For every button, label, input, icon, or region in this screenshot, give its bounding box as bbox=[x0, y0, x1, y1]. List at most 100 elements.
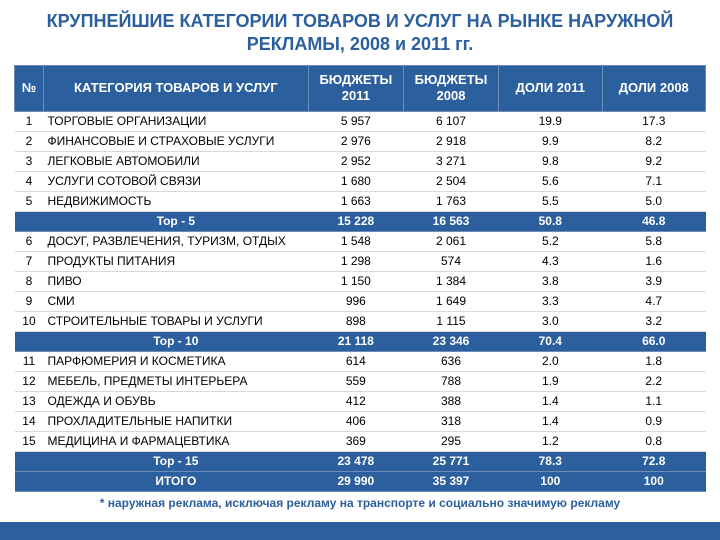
cell-s11: 1.9 bbox=[499, 371, 602, 391]
cell-num: 6 bbox=[15, 231, 44, 251]
cell-num: 4 bbox=[15, 171, 44, 191]
cell-b11: 2 976 bbox=[308, 131, 403, 151]
cell-b08: 1 763 bbox=[403, 191, 498, 211]
cell-s11: 9.9 bbox=[499, 131, 602, 151]
subtotal-row: Top - 1523 47825 77178.372.8 bbox=[15, 451, 706, 471]
cell-b08: 6 107 bbox=[403, 111, 498, 131]
cell-s11: 3.3 bbox=[499, 291, 602, 311]
subtotal-row: Top - 1021 11823 34670.466.0 bbox=[15, 331, 706, 351]
cell-b11: 1 298 bbox=[308, 251, 403, 271]
cell-num: 14 bbox=[15, 411, 44, 431]
table-row: 2ФИНАНСОВЫЕ И СТРАХОВЫЕ УСЛУГИ2 9762 918… bbox=[15, 131, 706, 151]
cell-num: 8 bbox=[15, 271, 44, 291]
table-row: 10СТРОИТЕЛЬНЫЕ ТОВАРЫ И УСЛУГИ8981 1153.… bbox=[15, 311, 706, 331]
cell-num: 10 bbox=[15, 311, 44, 331]
cell-num: 5 bbox=[15, 191, 44, 211]
cell-s08: 1.6 bbox=[602, 251, 705, 271]
table-row: 12МЕБЕЛЬ, ПРЕДМЕТЫ ИНТЕРЬЕРА5597881.92.2 bbox=[15, 371, 706, 391]
cell-category: ПРОДУКТЫ ПИТАНИЯ bbox=[43, 251, 308, 271]
cell-b11: 5 957 bbox=[308, 111, 403, 131]
cell-category: ИТОГО bbox=[43, 471, 308, 491]
cell-s11: 5.5 bbox=[499, 191, 602, 211]
cell-num bbox=[15, 471, 44, 491]
table-row: 5НЕДВИЖИМОСТЬ1 6631 7635.55.0 bbox=[15, 191, 706, 211]
cell-b08: 3 271 bbox=[403, 151, 498, 171]
cell-num: 1 bbox=[15, 111, 44, 131]
cell-s08: 66.0 bbox=[602, 331, 705, 351]
cell-category: НЕДВИЖИМОСТЬ bbox=[43, 191, 308, 211]
cell-num: 9 bbox=[15, 291, 44, 311]
cell-b08: 1 115 bbox=[403, 311, 498, 331]
cell-s08: 100 bbox=[602, 471, 705, 491]
cell-b08: 574 bbox=[403, 251, 498, 271]
cell-b08: 23 346 bbox=[403, 331, 498, 351]
cell-b11: 1 548 bbox=[308, 231, 403, 251]
cell-b08: 788 bbox=[403, 371, 498, 391]
cell-b08: 295 bbox=[403, 431, 498, 451]
cell-category: Top - 5 bbox=[43, 211, 308, 231]
cell-s11: 1.4 bbox=[499, 391, 602, 411]
cell-s11: 4.3 bbox=[499, 251, 602, 271]
col-budget-2008: БЮДЖЕТЫ 2008 bbox=[403, 66, 498, 112]
cell-b08: 35 397 bbox=[403, 471, 498, 491]
cell-b11: 2 952 bbox=[308, 151, 403, 171]
table-row: 14ПРОХЛАДИТЕЛЬНЫЕ НАПИТКИ4063181.40.9 bbox=[15, 411, 706, 431]
cell-b08: 2 061 bbox=[403, 231, 498, 251]
cell-b08: 2 504 bbox=[403, 171, 498, 191]
cell-b11: 23 478 bbox=[308, 451, 403, 471]
cell-s11: 9.8 bbox=[499, 151, 602, 171]
cell-category: ЛЕГКОВЫЕ АВТОМОБИЛИ bbox=[43, 151, 308, 171]
cell-s08: 3.2 bbox=[602, 311, 705, 331]
cell-category: МЕДИЦИНА И ФАРМАЦЕВТИКА bbox=[43, 431, 308, 451]
cell-category: ПРОХЛАДИТЕЛЬНЫЕ НАПИТКИ bbox=[43, 411, 308, 431]
cell-num: 13 bbox=[15, 391, 44, 411]
cell-s11: 1.2 bbox=[499, 431, 602, 451]
table-row: 4УСЛУГИ СОТОВОЙ СВЯЗИ1 6802 5045.67.1 bbox=[15, 171, 706, 191]
cell-num: 12 bbox=[15, 371, 44, 391]
table-body: 1ТОРГОВЫЕ ОРГАНИЗАЦИИ5 9576 10719.917.32… bbox=[15, 111, 706, 491]
table-row: 7ПРОДУКТЫ ПИТАНИЯ1 2985744.31.6 bbox=[15, 251, 706, 271]
cell-b08: 25 771 bbox=[403, 451, 498, 471]
cell-b08: 16 563 bbox=[403, 211, 498, 231]
cell-b11: 412 bbox=[308, 391, 403, 411]
cell-num: 2 bbox=[15, 131, 44, 151]
col-share-2008: ДОЛИ 2008 bbox=[602, 66, 705, 112]
cell-b11: 614 bbox=[308, 351, 403, 371]
footnote: * наружная реклама, исключая рекламу на … bbox=[14, 496, 706, 510]
cell-b08: 1 384 bbox=[403, 271, 498, 291]
cell-b11: 1 150 bbox=[308, 271, 403, 291]
cell-s08: 5.0 bbox=[602, 191, 705, 211]
cell-category: УСЛУГИ СОТОВОЙ СВЯЗИ bbox=[43, 171, 308, 191]
table-row: 3ЛЕГКОВЫЕ АВТОМОБИЛИ2 9523 2719.89.2 bbox=[15, 151, 706, 171]
cell-b11: 996 bbox=[308, 291, 403, 311]
cell-s08: 7.1 bbox=[602, 171, 705, 191]
cell-b11: 29 990 bbox=[308, 471, 403, 491]
cell-s08: 17.3 bbox=[602, 111, 705, 131]
cell-s08: 9.2 bbox=[602, 151, 705, 171]
cell-b11: 15 228 bbox=[308, 211, 403, 231]
table-row: 11ПАРФЮМЕРИЯ И КОСМЕТИКА6146362.01.8 bbox=[15, 351, 706, 371]
cell-s11: 19.9 bbox=[499, 111, 602, 131]
cell-b11: 369 bbox=[308, 431, 403, 451]
cell-num bbox=[15, 211, 44, 231]
cell-s11: 3.8 bbox=[499, 271, 602, 291]
cell-s08: 0.8 bbox=[602, 431, 705, 451]
cell-s11: 5.6 bbox=[499, 171, 602, 191]
subtotal-row: ИТОГО29 99035 397100100 bbox=[15, 471, 706, 491]
cell-s11: 2.0 bbox=[499, 351, 602, 371]
cell-category: ДОСУГ, РАЗВЛЕЧЕНИЯ, ТУРИЗМ, ОТДЫХ bbox=[43, 231, 308, 251]
subtotal-row: Top - 515 22816 56350.846.8 bbox=[15, 211, 706, 231]
cell-category: ПИВО bbox=[43, 271, 308, 291]
cell-s08: 46.8 bbox=[602, 211, 705, 231]
cell-b08: 636 bbox=[403, 351, 498, 371]
cell-s08: 2.2 bbox=[602, 371, 705, 391]
cell-num: 7 bbox=[15, 251, 44, 271]
cell-num: 11 bbox=[15, 351, 44, 371]
table-row: 6ДОСУГ, РАЗВЛЕЧЕНИЯ, ТУРИЗМ, ОТДЫХ1 5482… bbox=[15, 231, 706, 251]
cell-num: 15 bbox=[15, 431, 44, 451]
cell-category: СТРОИТЕЛЬНЫЕ ТОВАРЫ И УСЛУГИ bbox=[43, 311, 308, 331]
cell-num bbox=[15, 451, 44, 471]
table-header: № КАТЕГОРИЯ ТОВАРОВ И УСЛУГ БЮДЖЕТЫ 2011… bbox=[15, 66, 706, 112]
cell-s08: 1.1 bbox=[602, 391, 705, 411]
cell-category: ФИНАНСОВЫЕ И СТРАХОВЫЕ УСЛУГИ bbox=[43, 131, 308, 151]
